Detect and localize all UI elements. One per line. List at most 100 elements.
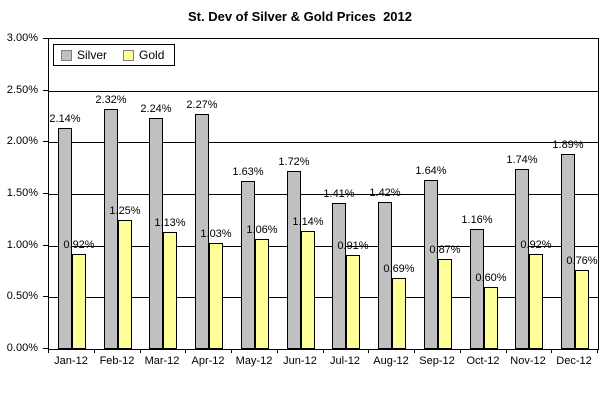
bar-silver-oct-12 xyxy=(470,229,484,349)
gridline-2.00% xyxy=(49,142,598,144)
bar-silver-jan-12 xyxy=(58,128,72,349)
data-label-silver-mar-12: 2.24% xyxy=(140,103,172,115)
y-tick-label: 0.50% xyxy=(6,290,38,303)
y-tick-label: 2.50% xyxy=(6,83,38,96)
x-tick-mark xyxy=(323,349,324,353)
data-label-gold-oct-12: 0.60% xyxy=(475,272,507,284)
data-label-silver-oct-12: 1.16% xyxy=(461,214,493,226)
chart-title: St. Dev of Silver & Gold Prices 2012 xyxy=(188,9,412,24)
data-label-gold-jun-12: 1.14% xyxy=(292,216,324,228)
data-label-gold-apr-12: 1.03% xyxy=(200,228,232,240)
bar-silver-dec-12 xyxy=(561,154,575,349)
x-tick-mark xyxy=(231,349,232,353)
bar-gold-oct-12 xyxy=(484,287,498,349)
x-tick-label-feb-12: Feb-12 xyxy=(99,355,135,367)
data-label-gold-nov-12: 0.92% xyxy=(520,239,552,251)
bar-gold-mar-12 xyxy=(163,232,177,349)
x-tick-mark xyxy=(368,349,369,353)
x-tick-label-nov-12: Nov-12 xyxy=(510,355,546,367)
x-tick-mark xyxy=(597,349,598,353)
y-tick-mark xyxy=(43,141,48,143)
x-tick-label-dec-12: Dec-12 xyxy=(556,355,592,367)
gridline-2.50% xyxy=(49,90,598,92)
x-tick-mark xyxy=(277,349,278,353)
x-tick-mark xyxy=(551,349,552,353)
x-tick-label-jul-12: Jul-12 xyxy=(330,355,360,367)
x-tick-label-mar-12: Mar-12 xyxy=(144,355,180,367)
bar-gold-nov-12 xyxy=(529,254,543,349)
data-label-silver-may-12: 1.63% xyxy=(232,166,264,178)
legend-item-silver: Silver xyxy=(61,48,107,62)
x-tick-mark xyxy=(94,349,95,353)
data-label-silver-jan-12: 2.14% xyxy=(49,113,81,125)
bar-gold-may-12 xyxy=(255,239,269,349)
bar-silver-aug-12 xyxy=(378,202,392,349)
legend: Silver Gold xyxy=(53,44,176,66)
bar-gold-jun-12 xyxy=(301,231,315,349)
gridline-1.00% xyxy=(49,245,598,247)
x-tick-mark xyxy=(460,349,461,353)
gold-swatch-icon xyxy=(123,49,135,61)
bar-silver-jun-12 xyxy=(287,171,301,349)
y-tick-label: 1.50% xyxy=(6,187,38,199)
x-tick-mark xyxy=(414,349,415,353)
bar-gold-feb-12 xyxy=(118,220,132,349)
x-tick-label-apr-12: Apr-12 xyxy=(191,355,225,367)
x-tick-label-sep-12: Sep-12 xyxy=(419,355,455,367)
silver-swatch-icon xyxy=(61,49,72,61)
data-label-gold-aug-12: 0.69% xyxy=(383,263,415,275)
bar-gold-jul-12 xyxy=(346,255,360,349)
x-tick-label-jan-12: Jan-12 xyxy=(54,355,88,367)
data-label-gold-sep-12: 0.87% xyxy=(429,244,461,256)
y-tick-mark xyxy=(43,38,48,39)
data-label-silver-dec-12: 1.89% xyxy=(552,139,584,151)
bar-silver-nov-12 xyxy=(515,169,529,349)
x-tick-mark xyxy=(185,349,186,353)
data-label-gold-feb-12: 1.25% xyxy=(109,205,141,217)
data-label-gold-dec-12: 0.76% xyxy=(566,255,598,267)
x-tick-label-jun-12: Jun-12 xyxy=(283,355,317,367)
bar-gold-jan-12 xyxy=(72,254,86,349)
bar-silver-feb-12 xyxy=(104,109,118,349)
x-tick-mark xyxy=(48,349,49,353)
y-tick-label: 2.00% xyxy=(6,135,38,148)
y-tick-label: 1.00% xyxy=(6,238,38,251)
plot-area: 2.14% 0.92% 2.32% 1.25% 2.24% 1.13% 2.27% 1.03%… xyxy=(48,38,599,350)
data-label-silver-apr-12: 2.27% xyxy=(186,99,218,111)
bar-silver-sep-12 xyxy=(424,180,438,349)
data-label-silver-jun-12: 1.72% xyxy=(278,156,310,168)
bar-silver-apr-12 xyxy=(195,114,209,349)
bar-gold-sep-12 xyxy=(438,259,452,349)
y-tick-mark xyxy=(43,348,48,349)
x-tick-mark xyxy=(140,349,141,353)
data-label-silver-jul-12: 1.41% xyxy=(323,188,355,200)
legend-item-gold: Gold xyxy=(123,48,164,62)
y-tick-label: 0.00% xyxy=(6,342,38,354)
data-label-gold-mar-12: 1.13% xyxy=(154,217,186,229)
data-label-silver-sep-12: 1.64% xyxy=(415,165,447,177)
legend-label-silver: Silver xyxy=(77,48,108,62)
bar-gold-dec-12 xyxy=(575,270,589,349)
legend-label-gold: Gold xyxy=(139,48,165,62)
x-tick-mark xyxy=(506,349,507,353)
data-label-silver-nov-12: 1.74% xyxy=(506,154,538,166)
x-tick-label-aug-12: Aug-12 xyxy=(373,355,409,367)
bar-silver-mar-12 xyxy=(149,118,163,349)
data-label-silver-aug-12: 1.42% xyxy=(369,187,401,199)
x-tick-label-oct-12: Oct-12 xyxy=(466,355,500,367)
y-tick-mark xyxy=(43,244,48,246)
gridline-0.50% xyxy=(49,297,598,299)
bar-silver-jul-12 xyxy=(332,203,346,349)
y-tick-mark xyxy=(43,193,48,194)
data-label-silver-feb-12: 2.32% xyxy=(95,94,127,106)
data-label-gold-may-12: 1.06% xyxy=(246,224,278,236)
data-label-gold-jan-12: 0.92% xyxy=(63,239,95,251)
y-tick-label: 3.00% xyxy=(6,32,38,44)
x-tick-label-may-12: May-12 xyxy=(235,355,273,367)
y-tick-mark xyxy=(43,89,48,91)
y-tick-mark xyxy=(43,296,48,298)
bar-silver-may-12 xyxy=(241,181,255,349)
gridline-1.50% xyxy=(49,194,598,195)
data-label-gold-jul-12: 0.91% xyxy=(337,240,369,252)
